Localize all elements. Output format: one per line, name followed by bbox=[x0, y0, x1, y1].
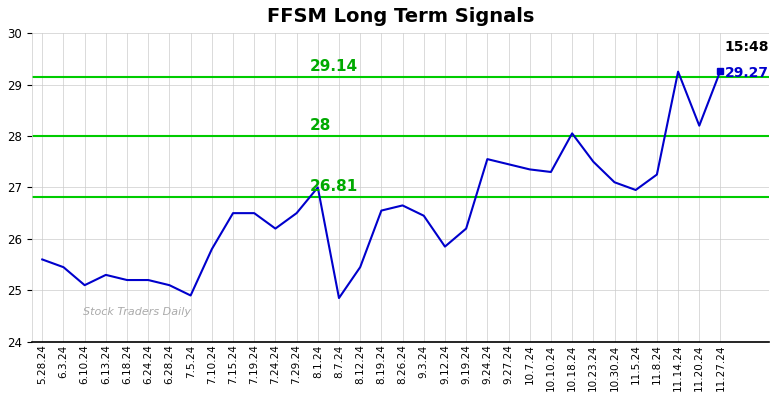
Text: 15:48: 15:48 bbox=[724, 41, 769, 55]
Text: Stock Traders Daily: Stock Traders Daily bbox=[83, 307, 191, 317]
Text: 29.14: 29.14 bbox=[310, 59, 358, 74]
Title: FFSM Long Term Signals: FFSM Long Term Signals bbox=[267, 7, 534, 26]
Text: 26.81: 26.81 bbox=[310, 179, 358, 194]
Text: 29.27: 29.27 bbox=[724, 66, 769, 80]
Text: 28: 28 bbox=[310, 118, 332, 133]
